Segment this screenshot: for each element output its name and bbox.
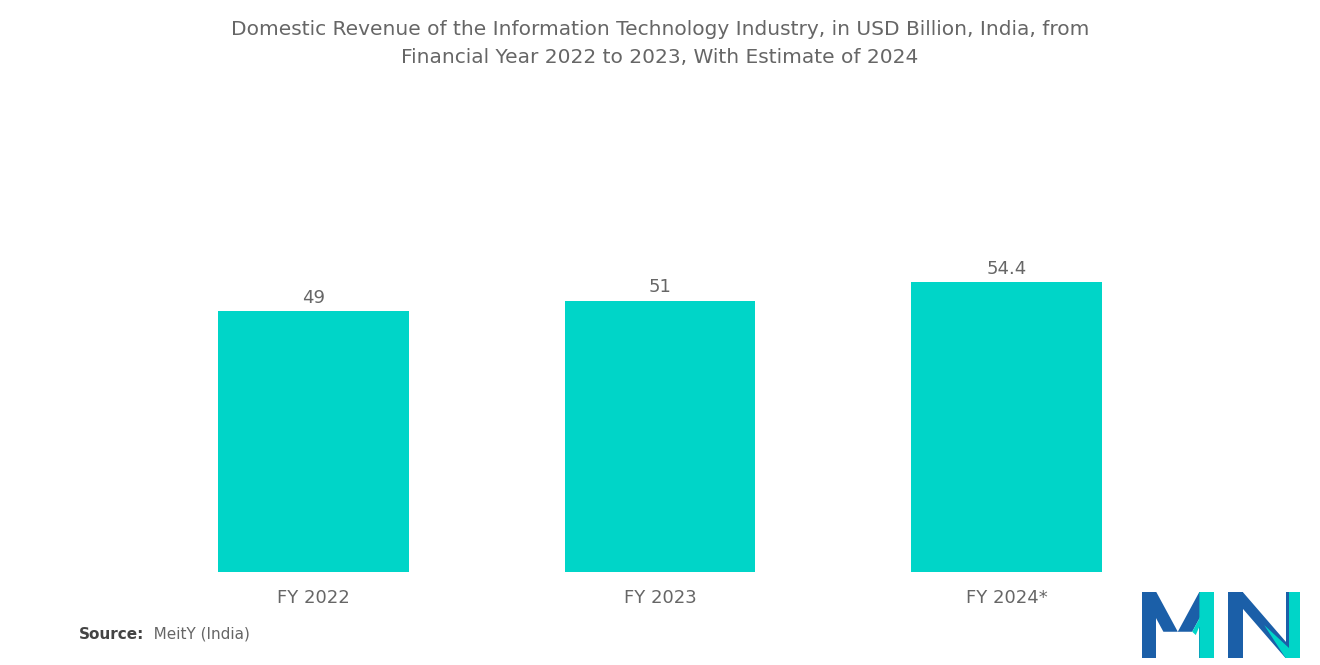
- Polygon shape: [1228, 592, 1300, 658]
- Text: Domestic Revenue of the Information Technology Industry, in USD Billion, India, : Domestic Revenue of the Information Tech…: [231, 20, 1089, 67]
- Polygon shape: [1290, 592, 1300, 658]
- Text: MeitY (India): MeitY (India): [139, 626, 249, 642]
- Bar: [565, 301, 755, 572]
- Polygon shape: [1265, 625, 1300, 658]
- Polygon shape: [1203, 592, 1214, 658]
- Text: 54.4: 54.4: [986, 260, 1027, 278]
- Polygon shape: [1228, 592, 1242, 658]
- Polygon shape: [1177, 592, 1214, 632]
- Polygon shape: [1142, 592, 1177, 632]
- Bar: [218, 311, 409, 572]
- Bar: [911, 283, 1102, 572]
- Text: 49: 49: [302, 289, 325, 307]
- Polygon shape: [1142, 592, 1156, 658]
- Text: 51: 51: [648, 279, 672, 297]
- Polygon shape: [1192, 592, 1214, 658]
- Polygon shape: [1200, 592, 1214, 658]
- Polygon shape: [1286, 592, 1300, 658]
- Text: Source:: Source:: [79, 626, 145, 642]
